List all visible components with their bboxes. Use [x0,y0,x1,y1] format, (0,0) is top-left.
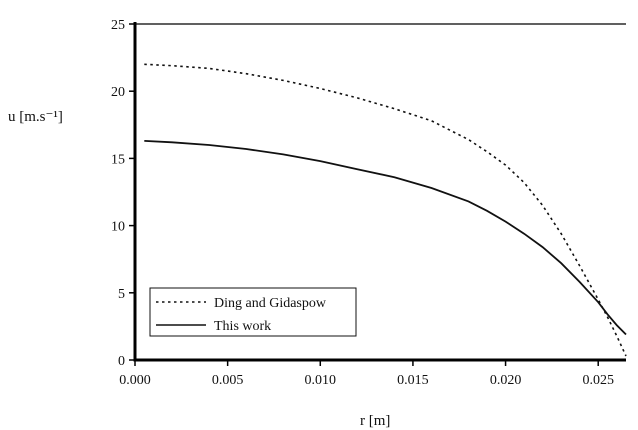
x-tick-label: 0.005 [212,373,244,388]
y-tick-label: 15 [111,152,125,167]
legend: Ding and Gidaspow This work [149,287,357,337]
x-tick-label: 0.000 [119,373,151,388]
y-tick-label: 20 [111,85,125,100]
series-layer [144,63,627,357]
x-axis-title: r [m] [360,413,390,429]
y-tick-label: 0 [118,354,125,369]
legend-label-this-work: This work [214,319,271,334]
axes [133,22,626,362]
x-tick-label: 0.025 [582,373,614,388]
x-tick-label: 0.010 [305,373,337,388]
series-line-this-work [144,140,627,336]
y-tick-label: 10 [111,220,125,235]
y-axis-title: u [m.s⁻¹] [8,109,63,125]
ticks: 0 5 10 15 20 25 0.000 0.005 0.010 0.015 0.020 0.025 [111,18,614,388]
y-tick-label: 25 [111,18,125,33]
y-tick-label: 5 [118,287,125,302]
x-tick-label: 0.015 [397,373,429,388]
legend-box [149,287,357,337]
x-tick-label: 0.020 [490,373,522,388]
legend-label-ding-and-gidaspow: Ding and Gidaspow [214,296,327,311]
series-line-ding-and-gidaspow [144,63,627,357]
